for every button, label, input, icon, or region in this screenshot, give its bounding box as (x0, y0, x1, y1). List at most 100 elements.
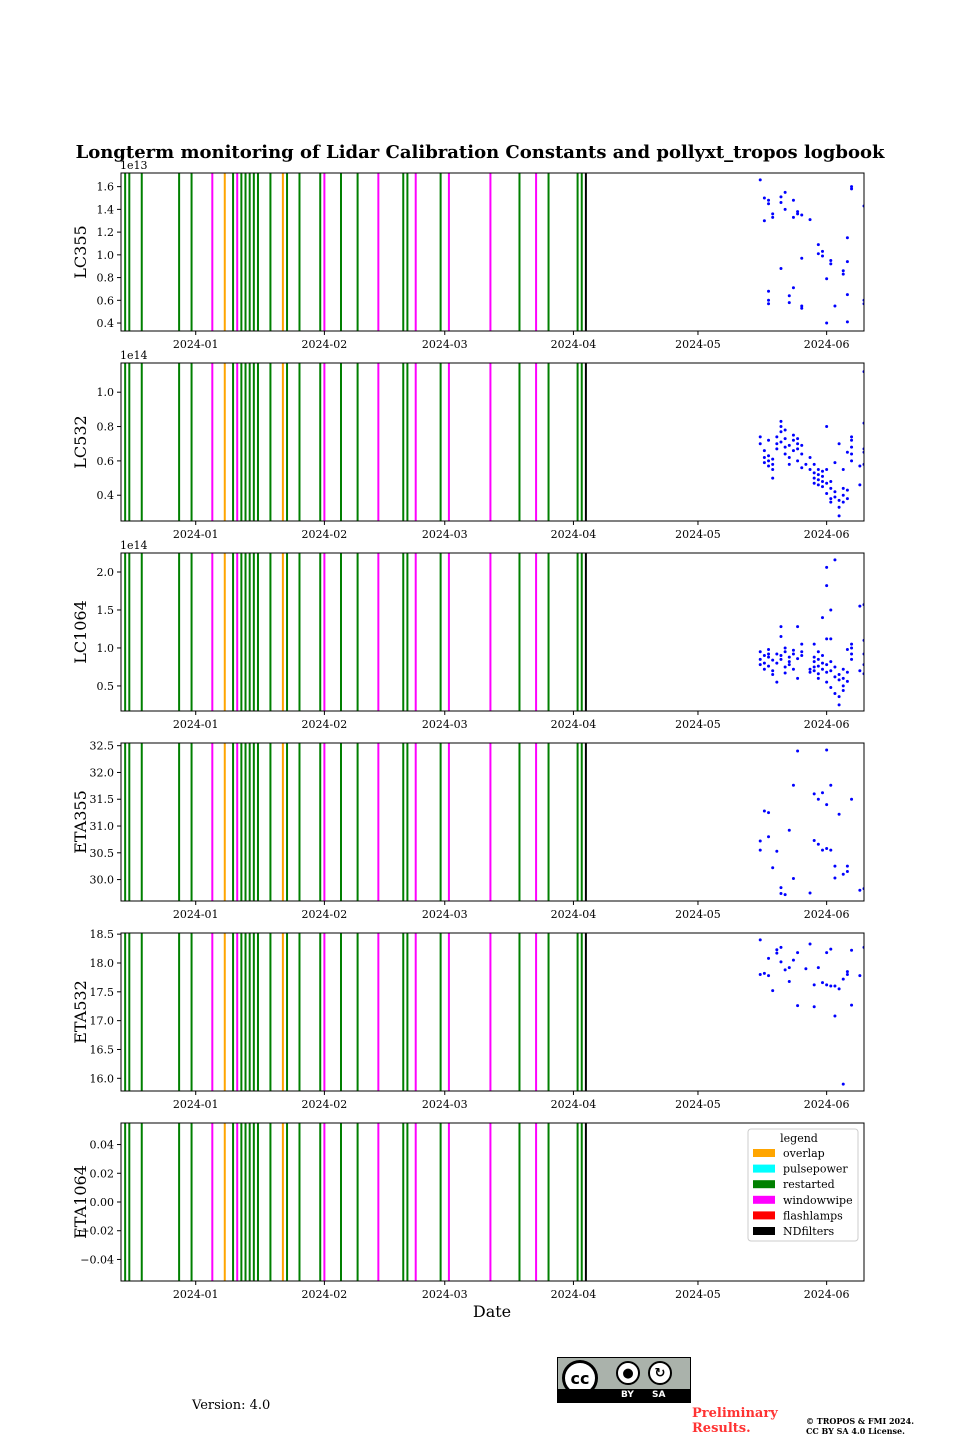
x-tick-label: 2024-05 (675, 528, 721, 541)
panel-lc532: 0.4 0.6 0.8 1.0 2024-01 2024-02 2024-03 2024-04… (71, 349, 865, 541)
data-point (787, 655, 791, 659)
data-point (767, 298, 771, 302)
data-point (845, 260, 849, 264)
legend-box (747, 1128, 859, 1242)
x-tick-label: 2024-05 (675, 338, 721, 351)
data-point (850, 652, 854, 656)
data-point (800, 452, 804, 456)
data-point (783, 207, 787, 211)
data-point (796, 625, 800, 629)
data-point (816, 483, 820, 487)
data-point (812, 471, 816, 475)
data-point (825, 670, 829, 674)
data-point (762, 449, 766, 453)
data-point (829, 500, 833, 504)
data-point (758, 973, 762, 977)
data-point (762, 455, 766, 459)
data-point (800, 256, 804, 260)
data-point (791, 198, 795, 202)
data-point (820, 485, 824, 489)
data-point (779, 657, 783, 661)
data-point (845, 670, 849, 674)
data-point (808, 467, 812, 471)
y-scale-label: 1e13 (120, 159, 148, 172)
x-tick-label: 2024-04 (551, 1288, 597, 1301)
legend-swatch-NDfilters (753, 1227, 775, 1235)
data-point (808, 942, 812, 946)
data-point (829, 685, 833, 689)
data-point (858, 483, 862, 487)
data-point (791, 958, 795, 962)
y-tick-label: 32.5 (90, 740, 115, 753)
panel-plot-area (124, 173, 864, 331)
data-point (858, 669, 862, 673)
panel-plot-area (124, 553, 864, 711)
data-point (820, 249, 824, 253)
data-point (837, 812, 841, 816)
data-point (812, 1005, 816, 1009)
data-point (787, 966, 791, 970)
x-tick-label: 2024-06 (804, 1098, 850, 1111)
x-tick-label: 2024-02 (302, 338, 348, 351)
data-point (762, 196, 766, 200)
axes-frame (120, 552, 865, 712)
data-point (791, 449, 795, 453)
data-point (767, 302, 771, 306)
y-axis-label: LC1064 (71, 600, 90, 664)
cc-license-badge[interactable]: cc ● ↻ BY SA (557, 1357, 691, 1403)
x-axis-label: Date (473, 1302, 511, 1321)
data-point (762, 661, 766, 665)
data-point (775, 951, 779, 955)
data-point (775, 442, 779, 446)
data-point (771, 658, 775, 662)
data-point (850, 459, 854, 463)
panel-plot-area (124, 743, 864, 901)
y-tick-label: 18.0 (90, 957, 115, 970)
legend-swatch-pulsepower (753, 1164, 775, 1173)
y-tick-label: 30.0 (90, 874, 115, 887)
data-point (775, 680, 779, 684)
data-point (816, 842, 820, 846)
data-point (796, 212, 800, 216)
data-point (833, 864, 837, 868)
data-point (820, 667, 824, 671)
data-point (845, 870, 849, 874)
data-point (804, 967, 808, 971)
data-point (841, 977, 845, 981)
x-tick-label: 2024-01 (173, 718, 219, 731)
x-tick-label: 2024-02 (302, 1098, 348, 1111)
data-point (771, 673, 775, 677)
data-point (787, 301, 791, 305)
data-point (816, 252, 820, 256)
data-point (829, 660, 833, 664)
y-tick-label: 0.6 (97, 455, 115, 468)
data-point (850, 797, 854, 801)
panel-lc1064: 0.5 1.0 1.5 2.0 2024-01 2024-02 2024-03 2024-04… (71, 539, 865, 731)
data-point (779, 892, 783, 896)
data-point (762, 461, 766, 465)
data-point (783, 650, 787, 654)
data-point (758, 848, 762, 852)
data-point (816, 243, 820, 247)
data-point (845, 679, 849, 683)
data-point (767, 652, 771, 656)
data-point (787, 828, 791, 832)
axes-frame (120, 172, 865, 332)
data-point (825, 637, 829, 641)
x-tick-label: 2024-01 (173, 1098, 219, 1111)
data-point (850, 646, 854, 650)
data-point (820, 848, 824, 852)
y-tick-label: 1.0 (97, 642, 115, 655)
panel-plot-area (124, 1123, 587, 1281)
data-point (841, 493, 845, 497)
data-point (808, 667, 812, 671)
y-tick-label: 0.4 (97, 317, 115, 330)
data-point (783, 646, 787, 650)
data-point (812, 983, 816, 987)
data-point (787, 462, 791, 466)
data-point (779, 425, 783, 429)
x-tick-label: 2024-03 (422, 1288, 468, 1301)
data-point (758, 650, 762, 654)
data-point (829, 947, 833, 951)
data-point (775, 447, 779, 451)
